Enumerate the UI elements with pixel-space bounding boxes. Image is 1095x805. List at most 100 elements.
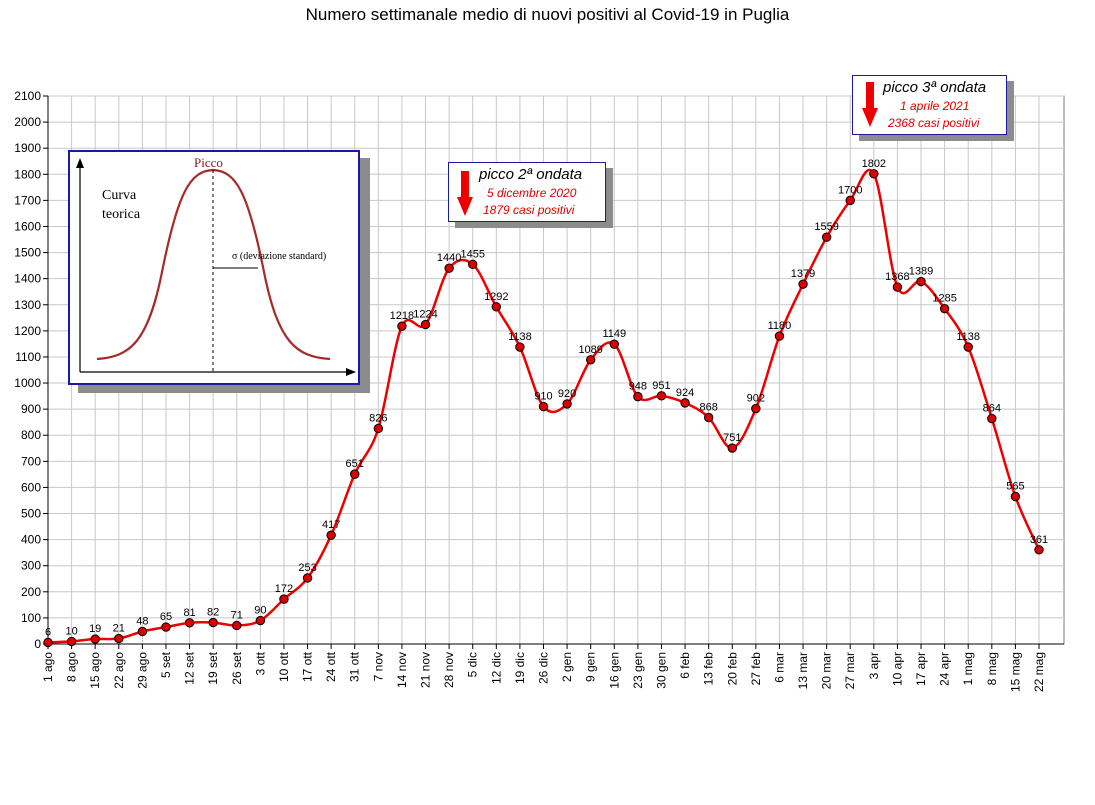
y-tick-label: 1500 xyxy=(14,246,41,260)
data-label: 1218 xyxy=(390,310,414,322)
x-tick-label: 20 mar xyxy=(820,652,834,689)
callout-cases: 2368 casi positivi xyxy=(888,116,980,130)
data-label: 1559 xyxy=(814,221,838,233)
y-tick-label: 0 xyxy=(34,637,41,651)
x-tick-label: 13 feb xyxy=(702,652,716,686)
data-point xyxy=(491,302,502,312)
data-label: 948 xyxy=(629,381,647,393)
data-label: 172 xyxy=(275,583,293,595)
data-point xyxy=(751,403,761,414)
x-tick-label: 17 ott xyxy=(301,651,315,682)
curve-label: Curva teorica xyxy=(102,186,140,224)
curve-label-line2: teorica xyxy=(102,207,141,222)
y-tick-label: 1800 xyxy=(14,167,41,181)
x-tick-label: 29 ago xyxy=(135,652,149,689)
down-arrow-icon xyxy=(862,82,878,127)
callout-date: 1 aprile 2021 xyxy=(900,99,970,113)
data-label: 924 xyxy=(676,387,694,399)
data-point xyxy=(279,594,289,604)
data-label: 751 xyxy=(723,432,741,444)
data-label: 864 xyxy=(983,403,1001,415)
data-label: 1802 xyxy=(862,158,886,170)
data-label: 1089 xyxy=(578,344,602,356)
data-point xyxy=(538,401,549,412)
x-tick-label: 1 ago xyxy=(41,652,55,682)
data-label: 71 xyxy=(231,609,243,621)
x-tick-label: 30 gen xyxy=(654,652,668,689)
x-tick-label: 15 ago xyxy=(88,652,102,689)
data-point xyxy=(585,355,596,365)
data-label: 6 xyxy=(45,626,51,638)
x-tick-label: 5 set xyxy=(159,651,173,678)
data-point xyxy=(420,319,431,330)
data-point xyxy=(633,391,643,402)
y-tick-label: 1900 xyxy=(14,141,41,155)
curve-label-line1: Curva xyxy=(102,188,137,203)
axes: 0 100 200 300 400 500 600 700 800 900 1000 1100 1200… xyxy=(14,89,1064,692)
theoretical-curve-inset: Picco Curva teorica σ (deviazione standa… xyxy=(68,150,360,385)
data-label: 1224 xyxy=(413,309,437,321)
x-tick-label: 20 feb xyxy=(725,652,739,686)
data-point xyxy=(892,282,903,292)
callout-header: picco 2ª ondata xyxy=(479,166,583,183)
data-label: 361 xyxy=(1030,534,1048,546)
x-tick-label: 3 ott xyxy=(253,651,267,675)
data-label: 1368 xyxy=(885,271,909,283)
y-tick-label: 900 xyxy=(21,402,41,416)
x-tick-label: 21 nov xyxy=(419,652,433,688)
y-tick-label: 1200 xyxy=(14,324,41,338)
data-label: 1285 xyxy=(932,293,956,305)
data-point xyxy=(255,615,266,626)
x-tick-label: 19 set xyxy=(206,651,220,684)
data-point xyxy=(232,620,242,631)
data-point xyxy=(184,618,195,628)
callout-cases: 1879 casi positivi xyxy=(483,203,575,217)
peak-label: Picco xyxy=(194,155,223,170)
y-tick-label: 200 xyxy=(21,585,41,599)
x-tick-label: 15 mag xyxy=(1008,652,1022,692)
data-point xyxy=(444,263,454,273)
x-tick-label: 7 nov xyxy=(371,652,385,681)
x-tick-label: 8 mag xyxy=(985,652,999,685)
x-tick-label: 9 gen xyxy=(584,652,598,682)
data-point xyxy=(326,530,336,540)
y-tick-label: 400 xyxy=(21,533,41,547)
x-tick-label: 26 set xyxy=(230,651,244,684)
data-label: 1149 xyxy=(602,328,626,340)
data-point xyxy=(114,633,124,644)
callout-header: picco 3ª ondata xyxy=(883,79,987,96)
x-tick-label: 12 dic xyxy=(489,652,503,684)
data-point xyxy=(963,342,973,352)
x-tick-label: 6 mar xyxy=(772,652,786,683)
x-tick-label: 31 ott xyxy=(348,651,362,682)
x-tick-label: 1 mag xyxy=(961,652,975,685)
down-arrow-icon xyxy=(457,171,473,216)
data-point xyxy=(774,331,785,341)
data-point xyxy=(373,423,384,434)
y-tick-label: 600 xyxy=(21,480,41,494)
y-tick-label: 2100 xyxy=(14,89,41,103)
y-tick-label: 1000 xyxy=(14,376,41,390)
data-point xyxy=(656,391,667,401)
x-tick-label: 14 nov xyxy=(395,652,409,688)
sigma-label: σ (deviazione standard) xyxy=(232,251,327,262)
chart-title: Numero settimanale medio di nuovi positi… xyxy=(305,5,790,24)
data-point xyxy=(1010,491,1021,502)
data-point xyxy=(845,195,855,206)
x-tick-label: 13 mar xyxy=(796,652,810,689)
data-label: 417 xyxy=(322,519,340,531)
data-point xyxy=(208,617,218,628)
x-tick-label: 23 gen xyxy=(631,652,645,689)
x-tick-label: 22 mag xyxy=(1032,652,1046,692)
callout-third-wave: picco 3ª ondata 1 aprile 2021 2368 casi … xyxy=(852,75,1007,135)
x-tick-label: 28 nov xyxy=(442,652,456,688)
y-tick-label: 300 xyxy=(21,559,41,573)
callout-date: 5 dicembre 2020 xyxy=(487,186,577,200)
data-label: 1455 xyxy=(460,248,484,260)
x-tick-label: 3 apr xyxy=(867,652,881,679)
y-tick-label: 700 xyxy=(21,454,41,468)
callout-second-wave: picco 2ª ondata 5 dicembre 2020 1879 cas… xyxy=(448,162,606,222)
data-label: 253 xyxy=(298,562,316,574)
data-point xyxy=(680,398,690,408)
inset-y-arrow xyxy=(76,158,84,168)
